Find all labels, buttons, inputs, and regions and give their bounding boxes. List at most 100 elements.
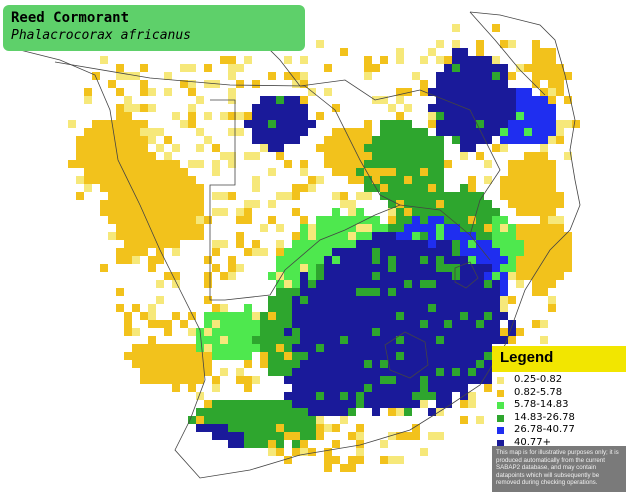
grid-cell — [228, 88, 236, 96]
grid-cell — [340, 232, 348, 240]
grid-cell — [452, 80, 460, 88]
grid-cell — [436, 376, 444, 384]
grid-cell — [236, 328, 244, 336]
grid-cell — [188, 376, 196, 384]
grid-cell — [284, 272, 292, 280]
grid-cell — [284, 408, 292, 416]
grid-cell — [548, 112, 556, 120]
grid-cell — [324, 240, 332, 248]
legend-label: 5.78-14.83 — [514, 399, 569, 410]
grid-cell — [236, 432, 244, 440]
grid-cell — [332, 216, 340, 224]
grid-cell — [380, 280, 388, 288]
grid-cell — [380, 336, 388, 344]
grid-cell — [340, 256, 348, 264]
grid-cell — [468, 272, 476, 280]
grid-cell — [316, 272, 324, 280]
grid-cell — [396, 208, 404, 216]
grid-cell — [484, 360, 492, 368]
grid-cell — [412, 400, 420, 408]
grid-cell — [244, 112, 252, 120]
grid-cell — [532, 176, 540, 184]
grid-cell — [140, 352, 148, 360]
grid-cell — [404, 400, 412, 408]
grid-cell — [364, 120, 372, 128]
grid-cell — [276, 272, 284, 280]
grid-cell — [204, 424, 212, 432]
grid-cell — [468, 376, 476, 384]
grid-cell — [444, 312, 452, 320]
grid-cell — [396, 96, 404, 104]
grid-cell — [268, 328, 276, 336]
grid-cell — [196, 376, 204, 384]
grid-cell — [300, 376, 308, 384]
grid-cell — [180, 168, 188, 176]
grid-cell — [324, 224, 332, 232]
grid-cell — [524, 256, 532, 264]
grid-cell — [556, 64, 564, 72]
grid-cell — [76, 192, 84, 200]
grid-cell — [356, 392, 364, 400]
grid-cell — [428, 120, 436, 128]
grid-cell — [324, 320, 332, 328]
grid-cell — [396, 368, 404, 376]
grid-cell — [324, 368, 332, 376]
grid-cell — [196, 144, 204, 152]
grid-cell — [212, 264, 220, 272]
grid-cell — [460, 384, 468, 392]
grid-cell — [180, 344, 188, 352]
grid-cell — [132, 304, 140, 312]
grid-cell — [156, 240, 164, 248]
grid-cell — [108, 208, 116, 216]
grid-cell — [132, 136, 140, 144]
grid-cell — [452, 248, 460, 256]
grid-cell — [484, 56, 492, 64]
grid-cell — [324, 64, 332, 72]
grid-cell — [404, 208, 412, 216]
grid-cell — [548, 48, 556, 56]
grid-cell — [276, 192, 284, 200]
grid-cell — [348, 272, 356, 280]
grid-cell — [356, 256, 364, 264]
grid-cell — [284, 320, 292, 328]
grid-cell — [356, 240, 364, 248]
grid-cell — [364, 280, 372, 288]
grid-cell — [396, 176, 404, 184]
grid-cell — [420, 296, 428, 304]
grid-cell — [428, 136, 436, 144]
grid-cell — [268, 200, 276, 208]
grid-cell — [292, 392, 300, 400]
grid-cell — [124, 328, 132, 336]
grid-cell — [316, 224, 324, 232]
grid-cell — [492, 288, 500, 296]
grid-cell — [548, 264, 556, 272]
grid-cell — [444, 264, 452, 272]
grid-cell — [308, 384, 316, 392]
grid-cell — [476, 320, 484, 328]
grid-cell — [92, 160, 100, 168]
grid-cell — [460, 368, 468, 376]
grid-cell — [460, 128, 468, 136]
grid-cell — [492, 208, 500, 216]
grid-cell — [460, 216, 468, 224]
grid-cell — [316, 376, 324, 384]
grid-cell — [420, 288, 428, 296]
grid-cell — [92, 120, 100, 128]
grid-cell — [396, 272, 404, 280]
grid-cell — [428, 104, 436, 112]
grid-cell — [484, 224, 492, 232]
grid-cell — [108, 144, 116, 152]
grid-cell — [132, 152, 140, 160]
grid-cell — [516, 200, 524, 208]
grid-cell — [524, 96, 532, 104]
grid-cell — [132, 168, 140, 176]
grid-cell — [148, 304, 156, 312]
grid-cell — [108, 232, 116, 240]
grid-cell — [388, 152, 396, 160]
grid-cell — [212, 208, 220, 216]
grid-cell — [412, 376, 420, 384]
grid-cell — [172, 312, 180, 320]
grid-cell — [380, 288, 388, 296]
grid-cell — [108, 152, 116, 160]
grid-cell — [332, 160, 340, 168]
